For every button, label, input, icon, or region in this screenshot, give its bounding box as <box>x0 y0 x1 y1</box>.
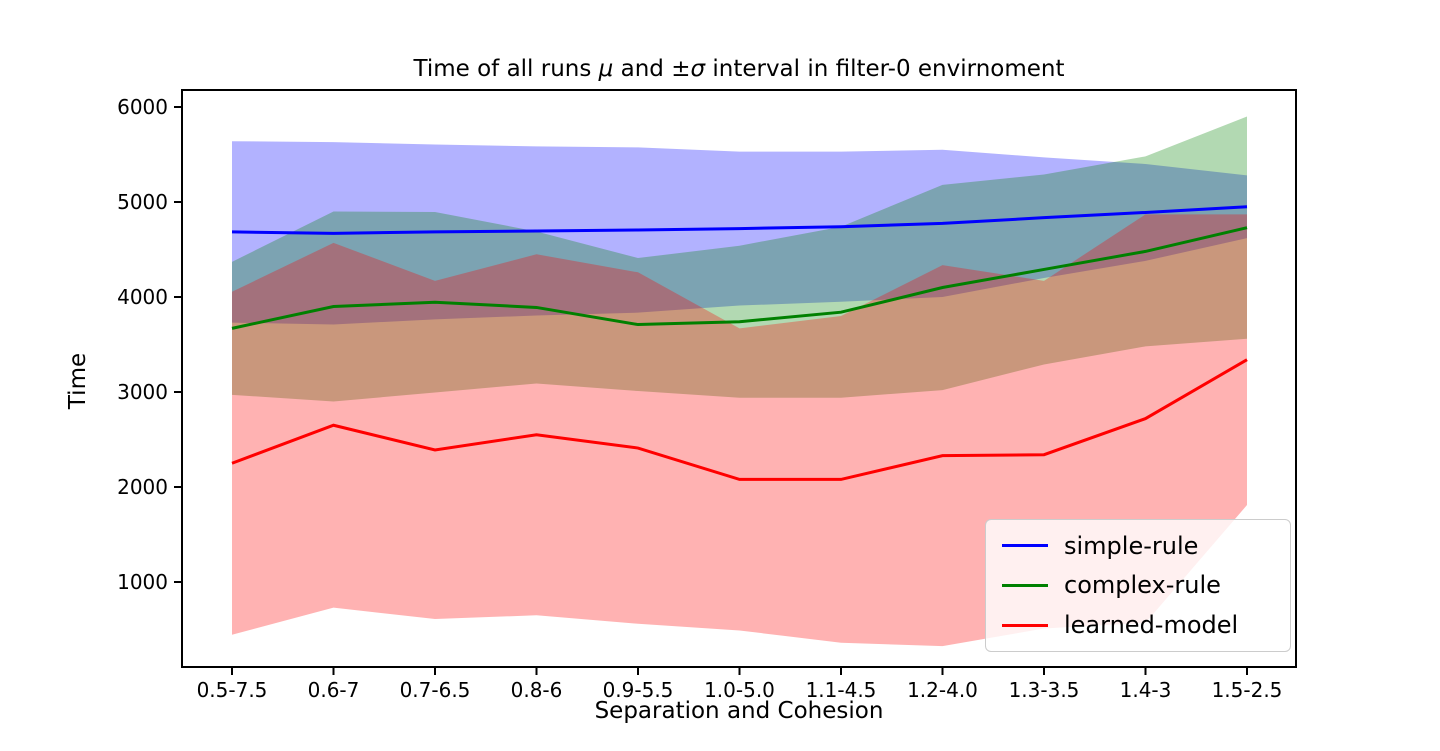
x-tick-label: 1.3-3.5 <box>1009 678 1080 702</box>
legend-label: simple-rule <box>1064 531 1199 560</box>
chart-title: Time of all runs μ and ±σ interval in fi… <box>182 56 1296 82</box>
x-tick-label: 1.0-5.0 <box>704 678 775 702</box>
x-tick-label: 1.2-4.0 <box>907 678 978 702</box>
band-complex-rule <box>232 116 1247 402</box>
y-tick-label: 2000 <box>117 475 168 499</box>
legend-swatch-complex-rule <box>1002 583 1048 587</box>
x-tick-label: 0.5-7.5 <box>197 678 268 702</box>
legend-swatch-learned-model <box>1002 623 1048 627</box>
legend: simple-rule complex-rule learned-model <box>985 519 1291 652</box>
legend-item-learned-model: learned-model <box>1002 613 1274 637</box>
series-line-complex-rule <box>231 226 1248 330</box>
title-text: and ± <box>613 56 691 82</box>
x-tick-label: 0.7-6.5 <box>400 678 471 702</box>
title-math-symbol: σ <box>690 56 706 82</box>
legend-label: complex-rule <box>1064 571 1221 600</box>
legend-item-complex-rule: complex-rule <box>1002 573 1274 597</box>
y-tick-label: 6000 <box>117 95 168 119</box>
title-math-symbol: μ <box>598 56 614 82</box>
x-tick-label: 1.1-4.5 <box>806 678 877 702</box>
x-tick-label: 1.4-3 <box>1120 678 1172 702</box>
y-axis-label: Time <box>65 352 91 410</box>
x-tick-label: 0.6-7 <box>308 678 360 702</box>
x-tick-label: 0.9-5.5 <box>603 678 674 702</box>
y-tick-label: 1000 <box>117 570 168 594</box>
x-axis-label: Separation and Cohesion <box>594 698 884 724</box>
title-text: interval in filter-0 envirnoment <box>705 56 1065 82</box>
legend-label: learned-model <box>1064 611 1239 640</box>
x-tick-label: 0.8-6 <box>511 678 563 702</box>
title-text: Time of all runs <box>413 56 599 82</box>
y-tick-label: 4000 <box>117 285 168 309</box>
x-tick-label: 1.5-2.5 <box>1212 678 1283 702</box>
y-tick-label: 5000 <box>117 190 168 214</box>
series-line-simple-rule <box>231 205 1248 235</box>
y-tick-label: 3000 <box>117 380 168 404</box>
series-line-learned-model <box>231 358 1248 481</box>
legend-item-simple-rule: simple-rule <box>1002 534 1274 558</box>
legend-swatch-simple-rule <box>1002 544 1048 548</box>
